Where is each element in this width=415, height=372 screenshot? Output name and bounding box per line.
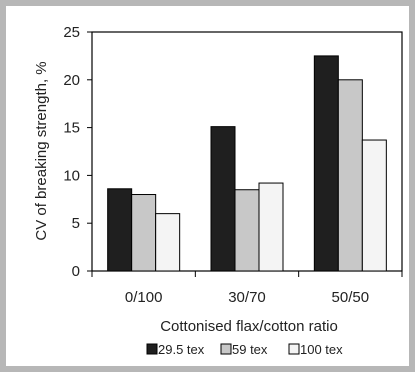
bar-29-5-tex-0-100 (107, 188, 133, 272)
y-tick-label: 0 (72, 263, 80, 280)
bar-group (107, 55, 387, 272)
legend-label: 29.5 tex (158, 342, 205, 357)
y-tick-label: 10 (63, 167, 80, 184)
x-tick-label: 50/50 (332, 289, 370, 306)
y-axis-ticks: 0 5 10 15 20 25 (63, 24, 92, 280)
y-tick-label: 20 (63, 72, 80, 89)
bar-29-5-tex-50-50 (313, 55, 339, 272)
y-axis-title: CV of breaking strength, % (33, 61, 50, 240)
legend-swatch (220, 343, 232, 355)
x-tick-label: 0/100 (125, 289, 163, 306)
x-tick-label: 30/70 (228, 289, 266, 306)
legend-label: 100 tex (300, 342, 343, 357)
legend-swatch (288, 343, 300, 355)
bar-59-tex-30-70 (234, 189, 260, 272)
bar-100-tex-50-50 (361, 139, 387, 272)
bar-29-5-tex-30-70 (210, 126, 236, 272)
legend: 29.5 tex 59 tex 100 tex (146, 342, 343, 357)
bar-59-tex-0-100 (131, 194, 157, 272)
y-tick-label: 15 (63, 120, 80, 137)
y-tick-label: 5 (72, 215, 80, 232)
legend-label: 59 tex (232, 342, 268, 357)
bar-59-tex-50-50 (337, 79, 363, 272)
y-tick-label: 25 (63, 24, 80, 41)
legend-swatch (146, 343, 158, 355)
x-axis-ticks: 0/100 30/70 50/50 (91, 271, 403, 306)
bar-100-tex-0-100 (155, 213, 181, 272)
bar-100-tex-30-70 (258, 182, 284, 272)
x-axis-title: Cottonised flax/cotton ratio (160, 318, 338, 335)
